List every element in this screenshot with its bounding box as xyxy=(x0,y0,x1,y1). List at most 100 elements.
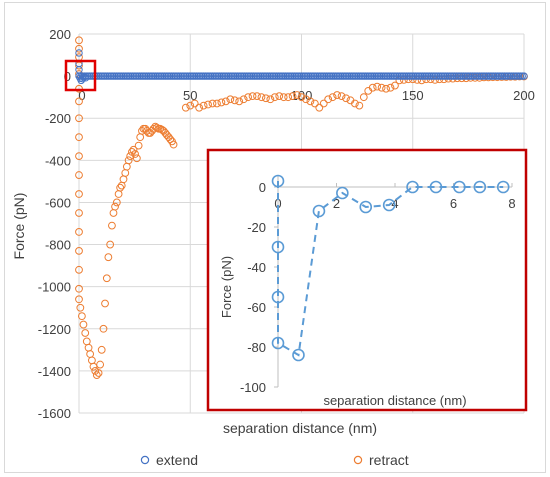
main-y-axis-title: Force (pN) xyxy=(11,193,27,260)
main-plot-series xyxy=(75,36,528,380)
retract-point xyxy=(204,100,212,109)
retract-point xyxy=(190,99,199,108)
main-x-axis-title: separation distance (nm) xyxy=(223,420,377,436)
inset-x-axis-title: separation distance (nm) xyxy=(323,393,466,408)
main-x-tick-labels: 0 50 100 150 200 xyxy=(78,88,534,103)
retract-point xyxy=(297,93,306,102)
extend-point xyxy=(520,72,528,80)
inset-x-tick-label: 0 xyxy=(274,196,281,211)
zoom-region-box xyxy=(64,59,97,92)
retract-point xyxy=(373,82,382,91)
main-y-tick-label: 200 xyxy=(49,27,71,42)
retract-point xyxy=(104,253,113,262)
retract-point xyxy=(399,76,408,84)
retract-point xyxy=(99,324,108,333)
inset-series-point xyxy=(406,180,419,194)
retract-point xyxy=(208,99,217,108)
retract-point xyxy=(102,274,111,283)
legend-marker-retract xyxy=(353,455,363,465)
main-x-tick-label: 200 xyxy=(513,88,535,103)
retract-point xyxy=(112,198,121,207)
main-x-tick-label: 0 xyxy=(78,88,85,103)
retract-point xyxy=(213,99,221,108)
inset-series-point xyxy=(429,180,443,194)
retract-point xyxy=(377,83,386,92)
retract-point xyxy=(239,95,248,104)
retract-point xyxy=(75,114,83,123)
retract-point xyxy=(328,93,337,102)
retract-point xyxy=(75,284,83,293)
retract-point xyxy=(351,99,359,108)
retract-point xyxy=(221,97,230,106)
retract-point xyxy=(75,265,83,274)
retract-point xyxy=(75,209,83,217)
retract-point xyxy=(94,369,103,377)
main-y-tick-label: -1000 xyxy=(38,280,71,295)
main-y-tick-label: -200 xyxy=(45,111,71,126)
retract-point xyxy=(262,94,270,103)
retract-point xyxy=(266,95,275,104)
inset-y-tick-labels: 0 -20 -40 -60 -80 -100 xyxy=(240,180,266,395)
retract-point xyxy=(129,145,138,154)
retract-point xyxy=(75,152,83,161)
main-y-tick-label: -1600 xyxy=(38,406,71,421)
retract-point xyxy=(275,92,284,101)
retract-point xyxy=(75,97,83,106)
inset-y-tick-label: 0 xyxy=(259,180,266,195)
retract-point xyxy=(253,92,261,101)
retract-point xyxy=(288,92,297,101)
retract-point xyxy=(75,228,83,236)
retract-point xyxy=(235,97,244,106)
retract-point xyxy=(75,171,83,179)
retract-point xyxy=(386,83,395,92)
main-y-tick-label: -1400 xyxy=(38,364,71,379)
retract-point xyxy=(226,95,235,104)
main-x-tick-label: 50 xyxy=(183,88,197,103)
inset-series-point xyxy=(382,198,396,212)
retract-point xyxy=(279,93,288,102)
extend-point xyxy=(75,66,83,74)
retract-point xyxy=(186,101,195,110)
retract-point xyxy=(284,93,293,102)
retract-point xyxy=(230,96,239,105)
main-y-tick-label: 0 xyxy=(64,69,71,84)
inset-y-tick-label: -80 xyxy=(247,340,266,355)
retract-point xyxy=(96,360,105,369)
retract-point xyxy=(75,295,83,304)
inset-frame xyxy=(206,148,528,412)
main-y-tick-label: -600 xyxy=(45,195,71,210)
retract-point xyxy=(134,141,143,150)
retract-point xyxy=(169,140,178,149)
retract-point xyxy=(368,83,377,92)
retract-point xyxy=(359,93,368,102)
inset-x-tick-label: 8 xyxy=(508,196,515,211)
retract-point xyxy=(106,240,115,249)
retract-point xyxy=(124,156,133,165)
inset-series-point xyxy=(271,174,285,188)
retract-point xyxy=(76,303,85,312)
inset-series-point xyxy=(359,200,373,214)
retract-point xyxy=(315,103,324,112)
retract-point xyxy=(101,299,109,308)
inset-series-point xyxy=(496,180,510,194)
retract-point xyxy=(355,101,364,110)
inset-series-point xyxy=(312,204,326,218)
retract-point xyxy=(111,202,119,211)
retract-point xyxy=(181,103,190,112)
main-y-tick-label: -800 xyxy=(45,238,71,253)
extend-point xyxy=(75,49,83,57)
retract-point xyxy=(199,101,208,110)
retract-point xyxy=(293,91,301,99)
retract-point xyxy=(382,84,390,93)
retract-point xyxy=(79,320,88,329)
retract-point xyxy=(302,95,310,104)
inset-y-tick-label: -40 xyxy=(247,260,266,275)
retract-point xyxy=(92,371,101,380)
retract-point xyxy=(81,329,90,337)
legend-label-extend: extend xyxy=(156,452,198,468)
inset-y-tick-label: -60 xyxy=(247,300,266,315)
retract-point xyxy=(75,190,83,198)
inset-x-tick-label: 2 xyxy=(333,196,340,211)
retract-point xyxy=(77,312,86,321)
retract-point xyxy=(217,98,226,107)
